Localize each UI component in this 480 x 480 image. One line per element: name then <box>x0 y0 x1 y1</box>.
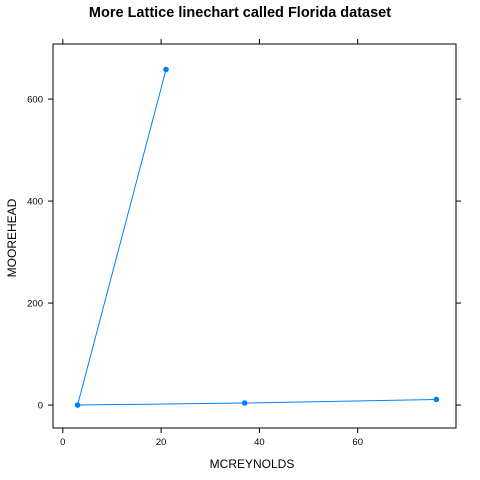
x-tick-label-1: 20 <box>156 437 167 448</box>
series-group <box>74 66 440 408</box>
chart-title: More Lattice linechart called Florida da… <box>89 5 391 21</box>
y-tick-label-3: 600 <box>27 95 43 106</box>
x-axis-label: MCREYNOLDS <box>210 457 295 471</box>
y-tick-label-0: 0 <box>38 401 43 412</box>
x-tick-label-2: 40 <box>254 437 265 448</box>
plot-frame <box>52 43 457 429</box>
y-tick-label-1: 200 <box>27 299 43 310</box>
x-tick-label-0: 0 <box>60 437 65 448</box>
y-axis-label: MOOREHEAD <box>5 198 19 277</box>
series-line-0 <box>76 69 437 406</box>
data-point-0-2 <box>241 400 248 406</box>
x-tick-label-3: 60 <box>352 437 363 448</box>
data-point-0-1 <box>74 402 81 408</box>
data-point-0-0 <box>163 66 169 73</box>
y-tick-label-2: 400 <box>27 197 43 208</box>
data-point-0-3 <box>433 396 440 403</box>
